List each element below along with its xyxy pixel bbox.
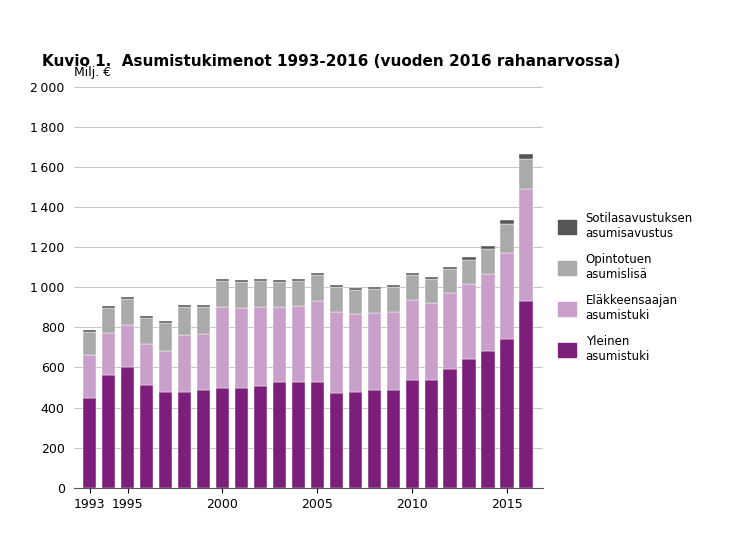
Bar	[425, 278, 437, 279]
Bar	[349, 314, 362, 391]
Bar	[197, 334, 210, 390]
Bar	[197, 305, 210, 307]
Bar	[501, 339, 513, 488]
Bar	[273, 282, 286, 307]
Bar	[330, 312, 343, 392]
Bar	[140, 317, 153, 318]
Bar	[102, 308, 115, 333]
Bar	[387, 285, 400, 287]
Text: Milj. €: Milj. €	[74, 66, 112, 79]
Bar	[102, 333, 115, 376]
Bar	[405, 275, 419, 300]
Bar	[178, 305, 191, 307]
Bar	[330, 285, 343, 287]
Bar	[292, 306, 305, 382]
Bar	[311, 382, 324, 488]
Bar	[178, 335, 191, 391]
Bar	[519, 159, 533, 189]
Bar	[349, 288, 362, 291]
Bar	[140, 344, 153, 384]
Bar	[463, 260, 475, 284]
Bar	[501, 220, 513, 224]
Bar	[387, 312, 400, 390]
Bar	[368, 287, 381, 289]
Bar	[425, 304, 437, 379]
Bar	[121, 325, 134, 367]
Bar	[235, 388, 248, 488]
Bar	[405, 379, 419, 488]
Bar	[425, 279, 437, 304]
Bar	[102, 306, 115, 308]
Bar	[292, 279, 305, 281]
Bar	[519, 301, 533, 488]
Text: Kuvio 1.  Asumistukimenot 1993-2016 (vuoden 2016 rahanarvossa): Kuvio 1. Asumistukimenot 1993-2016 (vuod…	[42, 54, 620, 69]
Bar	[197, 390, 210, 488]
Bar	[273, 307, 286, 382]
Bar	[216, 307, 229, 388]
Bar	[197, 307, 210, 334]
Bar	[311, 301, 324, 382]
Bar	[405, 273, 419, 275]
Bar	[368, 390, 381, 488]
Bar	[178, 307, 191, 335]
Bar	[121, 297, 134, 299]
Bar	[463, 284, 475, 359]
Bar	[159, 321, 172, 324]
Bar	[519, 189, 533, 301]
Bar	[519, 154, 533, 159]
Legend: Sotilasavustuksen
asumisavustus, Opintotuen
asumislisä, Eläkkeensaajan
asumistuk: Sotilasavustuksen asumisavustus, Opintot…	[554, 207, 698, 367]
Bar	[311, 273, 324, 275]
Bar	[83, 331, 96, 332]
Bar	[216, 279, 229, 281]
Bar	[159, 351, 172, 391]
Bar	[254, 281, 267, 307]
Bar	[330, 392, 343, 488]
Bar	[159, 391, 172, 488]
Bar	[368, 313, 381, 390]
Bar	[481, 274, 495, 351]
Bar	[463, 257, 475, 260]
Bar	[292, 382, 305, 488]
Bar	[273, 382, 286, 488]
Bar	[83, 332, 96, 356]
Bar	[254, 279, 267, 281]
Bar	[311, 275, 324, 301]
Bar	[254, 307, 267, 385]
Bar	[443, 293, 457, 370]
Bar	[387, 390, 400, 488]
Bar	[83, 356, 96, 398]
Bar	[405, 300, 419, 379]
Bar	[216, 388, 229, 488]
Bar	[83, 398, 96, 488]
Bar	[235, 280, 248, 282]
Bar	[443, 267, 457, 269]
Bar	[254, 385, 267, 488]
Bar	[235, 308, 248, 388]
Bar	[443, 269, 457, 293]
Bar	[481, 249, 495, 274]
Bar	[481, 351, 495, 488]
Bar	[235, 282, 248, 308]
Bar	[501, 253, 513, 339]
Bar	[463, 359, 475, 488]
Bar	[121, 299, 134, 325]
Bar	[292, 281, 305, 306]
Bar	[102, 376, 115, 488]
Bar	[425, 379, 437, 488]
Bar	[443, 370, 457, 488]
Bar	[140, 318, 153, 344]
Bar	[121, 367, 134, 488]
Bar	[216, 281, 229, 307]
Bar	[368, 289, 381, 313]
Bar	[330, 287, 343, 312]
Bar	[349, 391, 362, 488]
Bar	[501, 224, 513, 253]
Bar	[387, 287, 400, 312]
Bar	[159, 324, 172, 351]
Bar	[140, 384, 153, 488]
Bar	[178, 391, 191, 488]
Bar	[349, 291, 362, 314]
Bar	[481, 246, 495, 249]
Bar	[273, 280, 286, 282]
